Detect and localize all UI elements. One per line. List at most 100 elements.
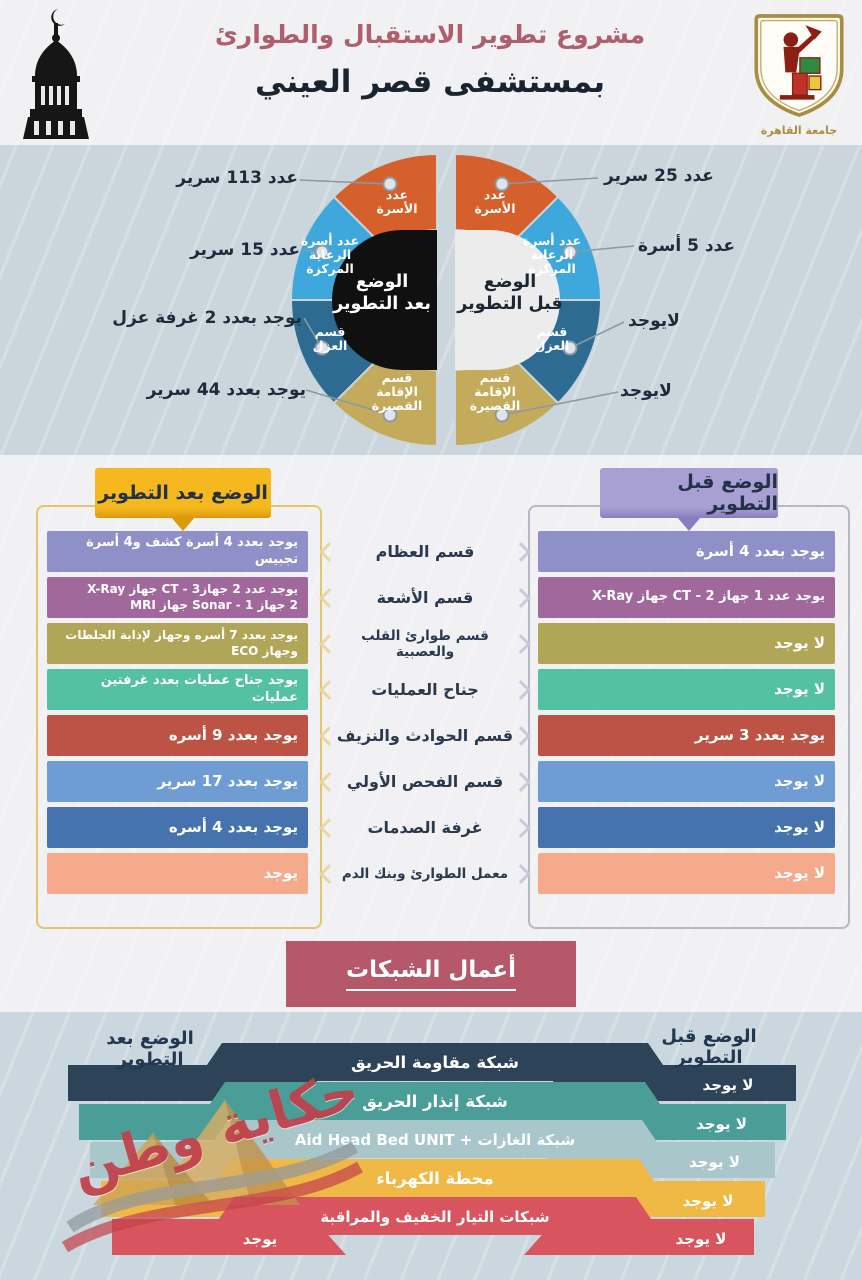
before-connector-dot-icon (562, 340, 578, 356)
before-segment-value: عدد 25 سرير (604, 166, 714, 186)
network-name: شبكة إنذار الحريق (362, 1092, 508, 1111)
before-segment-name: قسم الإقامة القصيرة (469, 370, 521, 414)
after-value-bar: يوجد (47, 853, 308, 894)
after-center-shape (332, 230, 437, 370)
department-label-row: قسم الحوادث والنزيف (319, 715, 531, 756)
after-segment-name: عدد أسرة الرعاية المركزة (300, 233, 360, 277)
network-name: شبكة مقاومة الحريق (351, 1053, 519, 1072)
department-label-row: قسم طوارئ القلب والعصبية (319, 623, 531, 664)
networks-title-box: أعمال الشبكات (286, 941, 576, 1007)
chevron-right-icon (511, 863, 531, 884)
before-segment-name: عدد أسرة الرعاية المركزة (522, 233, 582, 277)
before-connector-line-3 (501, 391, 619, 416)
cairo-university-logo: جامعة القاهرة (740, 10, 858, 137)
before-connector-line-2 (569, 321, 625, 349)
after-value-bar: يوجد جناح عمليات بعدد غرفتين عمليات (47, 669, 308, 710)
network-row: شبكات التيار الخفيف والمراقبة يوجد لا يوجد (0, 1197, 862, 1255)
after-connector-dot-icon (314, 244, 330, 260)
chevron-right-icon (511, 771, 531, 792)
after-tab-label: الوضع بعد التطوير (98, 482, 268, 504)
before-value-bar: يوجد عدد 1 جهاز CT - 2 جهاز X-Ray (538, 577, 835, 618)
networks-title: أعمال الشبكات (345, 957, 517, 991)
department-label: قسم العظام (375, 542, 475, 561)
before-value-bar: لا يوجد (538, 853, 835, 894)
tab-pointer-icon (677, 517, 701, 531)
before-value-bar: يوجد بعدد 4 أسرة (538, 531, 835, 572)
after-segment-name: قسم الإقامة القصيرة (371, 370, 423, 414)
before-after-donut-chart (289, 152, 635, 448)
network-row: شبكة مقاومة الحريقيوجدلا يوجد (0, 1043, 862, 1101)
minaret-illustration (20, 6, 92, 144)
university-shield-icon (754, 14, 844, 118)
department-label-row: قسم العظام (319, 531, 531, 572)
department-label: جناح العمليات (371, 680, 479, 699)
chevron-right-icon (511, 587, 531, 608)
network-row-ribbon (68, 1043, 796, 1101)
after-value-bar: يوجد بعدد 4 أسرة كشف و4 أسرة تجبيس (47, 531, 308, 572)
before-tab-label: الوضع قبل التطوير (677, 471, 778, 515)
department-label: قسم طوارئ القلب والعصبية (361, 627, 489, 660)
after-connector-line-0 (299, 179, 391, 185)
after-value-bar: يوجد بعدد 9 أسره (47, 715, 308, 756)
before-center-label: الوضع قبل التطوير (457, 272, 563, 314)
department-label: قسم الأشعة (376, 588, 474, 607)
after-value-bar: يوجد عدد 2 جهازCT - 3 جهاز X-Ray 2 جهاز … (47, 577, 308, 618)
after-value-bar: يوجد بعدد 4 أسره (47, 807, 308, 848)
networks-after-header: الوضع بعد التطوير (106, 1028, 194, 1070)
university-logo-caption: جامعة القاهرة (760, 124, 838, 137)
before-connector-dot-icon (494, 176, 510, 192)
chevron-right-icon (511, 817, 531, 838)
department-label-row: معمل الطوارئ وبنك الدم (319, 853, 531, 894)
before-segment-value: لايوجد (620, 381, 672, 401)
after-development-tab: الوضع بعد التطوير (95, 468, 271, 531)
after-center-label: الوضع بعد التطوير (333, 272, 431, 314)
department-label-row: جناح العمليات (319, 669, 531, 710)
networks-before-header: الوضع قبل التطوير (661, 1026, 757, 1068)
after-segment-name: قسم العزل (312, 324, 348, 354)
chevron-right-icon (511, 633, 531, 654)
department-label-row: قسم الفحص الأولي (319, 761, 531, 802)
before-connector-dot-icon (562, 244, 578, 260)
tab-pointer-icon (171, 517, 195, 531)
before-value-bar: يوجد بعدد 3 سرير (538, 715, 835, 756)
chevron-right-icon (511, 679, 531, 700)
before-center-shape (455, 230, 560, 370)
chevron-right-icon (511, 541, 531, 562)
ribbon-center-band (199, 1082, 671, 1120)
before-segment-name: عدد الأسرة (474, 187, 516, 217)
before-development-tab: الوضع قبل التطوير (600, 468, 778, 531)
before-value-bar: لا يوجد (538, 761, 835, 802)
network-before-value: لا يوجد (682, 1191, 734, 1210)
network-name: شبكات التيار الخفيف والمراقبة (320, 1207, 550, 1226)
after-value-bar: يوجد بعدد 7 أسره وجهاز لإذابة الجلطات وج… (47, 623, 308, 664)
after-connector-dot-icon (314, 340, 330, 356)
network-after-value: يوجد (242, 1229, 278, 1248)
department-label: قسم الفحص الأولي (346, 772, 504, 791)
before-connector-dot-icon (494, 407, 510, 423)
after-segment-value: يوجد بعدد 2 غرفة عزل (112, 308, 302, 328)
before-value-bar: لا يوجد (538, 623, 835, 664)
before-segment-name: قسم العزل (534, 324, 570, 354)
after-segment-value: عدد 113 سرير (176, 168, 298, 188)
poster-title-line1: مشروع تطوير الاستقبال والطوارئ (214, 20, 646, 49)
after-connector-line-3 (305, 389, 391, 416)
network-name: محطة الكهرباء (376, 1169, 494, 1188)
after-segment-name: عدد الأسرة (376, 187, 418, 217)
after-segment-value: يوجد بعدد 44 سرير (146, 380, 306, 400)
network-before-value: لا يوجد (689, 1152, 740, 1171)
chevron-right-icon (511, 725, 531, 746)
before-segment-value: عدد 5 أسرة (638, 236, 735, 256)
after-connector-dot-icon (382, 407, 398, 423)
before-segment-value: لايوجد (628, 311, 680, 331)
department-label: معمل الطوارئ وبنك الدم (341, 865, 509, 882)
after-connector-dot-icon (382, 176, 398, 192)
department-label-row: قسم الأشعة (319, 577, 531, 618)
before-connector-line-1 (569, 245, 635, 253)
before-connector-line-0 (501, 177, 599, 185)
poster-title-line2: بمستشفى قصر العيني (255, 64, 605, 100)
before-value-bar: لا يوجد (538, 669, 835, 710)
network-before-value: لا يوجد (696, 1114, 747, 1133)
department-label: قسم الحوادث والنزيف (336, 726, 514, 745)
before-value-bar: لا يوجد (538, 807, 835, 848)
